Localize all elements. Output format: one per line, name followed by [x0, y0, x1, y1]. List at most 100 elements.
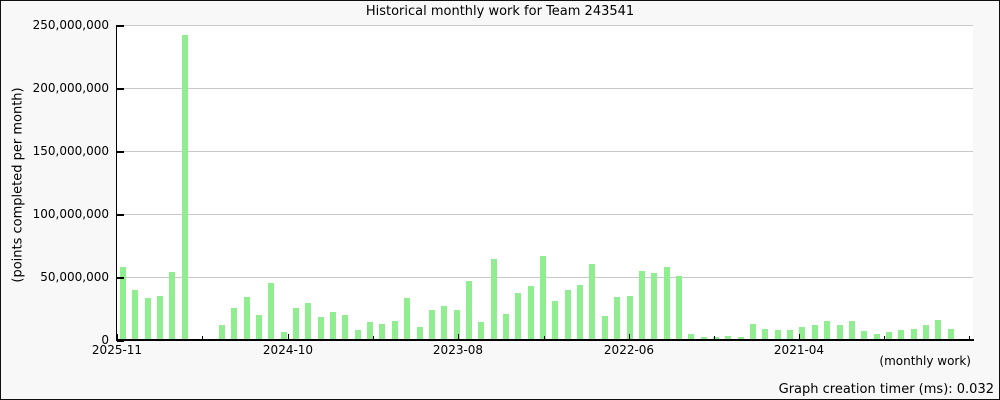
- bar-2025-03: [218, 325, 225, 340]
- bar-2024-01: [391, 321, 398, 340]
- bar-2024-02: [379, 324, 386, 340]
- x-tick-mark: [457, 333, 459, 340]
- bar-2024-05: [342, 315, 349, 340]
- bar-2020-06: [922, 325, 929, 340]
- x-tick-label: 2021-04: [773, 343, 825, 357]
- x-tick-label: 2023-08: [432, 343, 484, 357]
- bar-2022-02: [675, 276, 682, 340]
- x-axis-line: [115, 339, 974, 341]
- bar-2022-08: [601, 316, 608, 340]
- bar-2021-08: [750, 324, 756, 340]
- bar-2024-09: [292, 308, 299, 340]
- y-tick-mark: [117, 340, 124, 342]
- bar-2025-11: [120, 267, 126, 340]
- x-minor-tick-mark: [543, 335, 545, 340]
- bar-2022-12: [552, 301, 559, 340]
- x-tick-mark: [798, 333, 800, 340]
- x-tick-mark: [628, 333, 630, 340]
- bar-2020-10: [873, 334, 880, 340]
- bar-2021-11: [712, 337, 719, 340]
- x-tick-mark: [287, 333, 289, 340]
- y-gridline: [117, 88, 973, 89]
- bar-2025-01: [243, 297, 250, 340]
- bar-2023-11: [416, 327, 423, 340]
- bar-2023-06: [478, 322, 485, 340]
- bar-2022-06: [626, 296, 633, 340]
- y-tick-mark: [117, 25, 124, 27]
- x-minor-tick-mark: [883, 335, 885, 340]
- bar-2021-10: [725, 336, 732, 340]
- bar-2025-08: [157, 296, 164, 340]
- y-tick-label: 50,000,000: [40, 270, 109, 284]
- bar-2025-09: [144, 298, 151, 340]
- y-gridline: [117, 214, 973, 215]
- bar-2021-04: [799, 327, 806, 340]
- bar-2020-12: [848, 321, 855, 340]
- bar-2025-07: [169, 272, 176, 340]
- bar-2022-04: [651, 273, 658, 340]
- y-tick-label: 150,000,000: [32, 144, 109, 158]
- y-gridline: [117, 151, 973, 152]
- x-tick-label: 2024-10: [262, 343, 314, 357]
- bar-2023-12: [404, 298, 411, 340]
- y-tick-mark: [117, 277, 124, 279]
- bar-2023-09: [441, 306, 448, 340]
- bar-2020-08: [898, 330, 905, 340]
- bar-2022-01: [688, 334, 695, 340]
- y-gridline: [117, 25, 973, 26]
- x-tick-mark: [116, 333, 118, 340]
- bar-2023-07: [465, 281, 472, 340]
- bar-2025-02: [231, 308, 238, 340]
- bar-2022-09: [589, 264, 596, 340]
- y-tick-label: 200,000,000: [32, 81, 109, 95]
- bar-2020-11: [861, 331, 868, 340]
- y-tick-mark: [117, 214, 124, 216]
- bar-2022-05: [638, 271, 645, 340]
- x-minor-tick-mark: [201, 335, 203, 340]
- bar-2022-11: [564, 290, 571, 340]
- bar-2022-10: [577, 285, 584, 340]
- graph-timer-text: Graph creation timer (ms): 0.032: [778, 382, 994, 397]
- bar-2023-04: [502, 314, 509, 340]
- bar-2020-04: [947, 329, 954, 340]
- y-tick-label: 100,000,000: [32, 207, 109, 221]
- bar-2024-08: [305, 303, 312, 340]
- bar-2021-05: [787, 330, 794, 340]
- x-tick-label: 2025-11: [91, 343, 143, 357]
- x-minor-tick-mark: [968, 335, 970, 340]
- bar-2023-10: [428, 310, 435, 340]
- bar-2023-01: [540, 256, 546, 340]
- y-axis-line: [115, 25, 117, 341]
- x-axis-title: (monthly work): [879, 354, 971, 368]
- y-tick-label: 250,000,000: [32, 18, 109, 32]
- bar-2021-01: [836, 325, 843, 340]
- chart-title: Historical monthly work for Team 243541: [365, 4, 635, 19]
- x-tick-label: 2022-06: [603, 343, 655, 357]
- y-tick-mark: [117, 151, 124, 153]
- y-tick-mark: [117, 88, 124, 90]
- bar-2021-12: [700, 337, 707, 340]
- x-minor-tick-mark: [372, 335, 374, 340]
- bar-2024-04: [354, 330, 361, 340]
- bar-2020-05: [935, 320, 942, 340]
- bar-2024-07: [317, 317, 324, 340]
- y-tick-label: 0: [101, 333, 109, 347]
- bar-2024-03: [367, 322, 374, 340]
- y-axis-title: (points completed per month): [10, 87, 26, 283]
- bar-2020-07: [910, 329, 917, 340]
- bar-2022-07: [614, 297, 621, 340]
- bar-2023-08: [453, 310, 460, 340]
- plot-area: [117, 25, 973, 340]
- bar-2023-02: [527, 286, 534, 340]
- bar-2024-10: [280, 332, 287, 340]
- bar-2021-07: [762, 329, 769, 340]
- bar-2022-03: [663, 267, 670, 340]
- bar-2021-03: [811, 325, 818, 340]
- bar-2025-10: [132, 290, 139, 340]
- bar-2023-05: [490, 259, 497, 340]
- bar-2024-06: [330, 312, 336, 340]
- bar-2020-09: [885, 332, 892, 340]
- bar-2023-03: [515, 293, 522, 340]
- bar-2025-06: [181, 35, 188, 340]
